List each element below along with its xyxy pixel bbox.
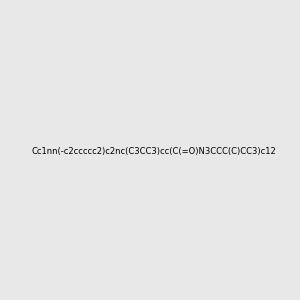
Text: Cc1nn(-c2ccccc2)c2nc(C3CC3)cc(C(=O)N3CCC(C)CC3)c12: Cc1nn(-c2ccccc2)c2nc(C3CC3)cc(C(=O)N3CCC… — [32, 147, 276, 156]
